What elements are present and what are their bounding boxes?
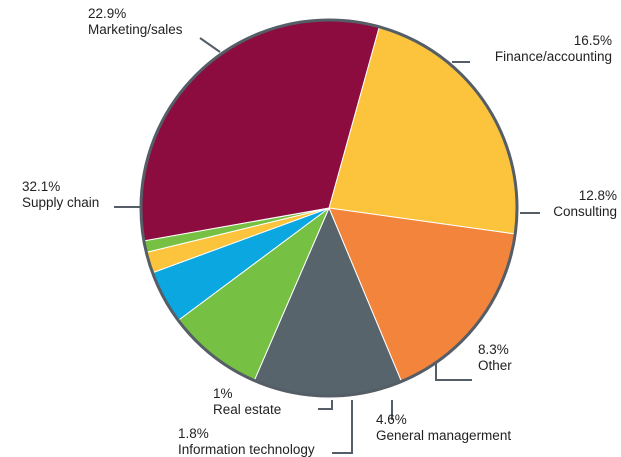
slice-label-supply-chain: Supply chain bbox=[22, 195, 99, 210]
leader-line-information-technology bbox=[332, 400, 353, 454]
leader-line-real-estate bbox=[318, 400, 333, 410]
slice-percent-general-managerment: 4.6% bbox=[376, 412, 407, 427]
leader-line-marketing-sales bbox=[199, 37, 221, 53]
slice-label-other: Other bbox=[478, 358, 512, 373]
slice-label-information-technology: Information technology bbox=[178, 442, 315, 457]
slice-label-real-estate: Real estate bbox=[213, 402, 281, 417]
slice-percent-finance-accounting: 16.5% bbox=[574, 33, 612, 48]
slice-percent-marketing-sales: 22.9% bbox=[88, 6, 126, 21]
slice-label-marketing-sales: Marketing/sales bbox=[88, 22, 183, 37]
slice-label-finance-accounting: Finance/accounting bbox=[495, 49, 612, 64]
slice-percent-information-technology: 1.8% bbox=[178, 426, 209, 441]
slice-label-general-managerment: General managerment bbox=[376, 428, 511, 443]
slice-label-consulting: Consulting bbox=[553, 204, 617, 219]
slice-percent-other: 8.3% bbox=[478, 342, 509, 357]
leader-line-other bbox=[435, 363, 472, 381]
slice-percent-real-estate: 1% bbox=[213, 386, 233, 401]
slice-percent-consulting: 12.8% bbox=[579, 188, 617, 203]
slice-percent-supply-chain: 32.1% bbox=[22, 179, 60, 194]
